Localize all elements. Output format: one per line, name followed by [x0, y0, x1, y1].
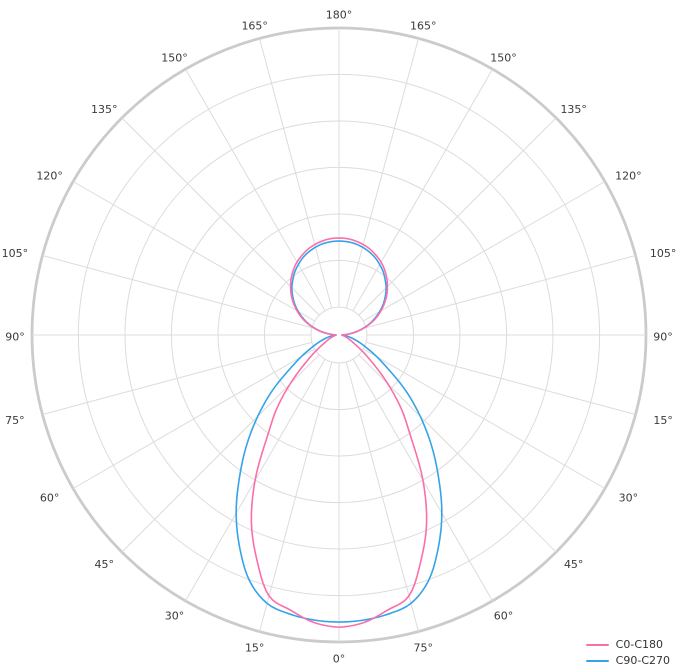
legend-item-c90-c270: C90-C270 — [585, 654, 670, 667]
angle-tick-label: 15° — [245, 642, 265, 655]
angle-tick-label: 150° — [161, 52, 188, 65]
angle-tick-label: 120° — [36, 170, 63, 183]
polar-grid-spoke — [72, 348, 316, 489]
legend-label-c90-c270: C90-C270 — [615, 654, 670, 667]
polar-grid-spoke — [365, 255, 636, 329]
legend: C0-C180 C90-C270 — [585, 638, 670, 667]
polar-grid-spoke — [121, 354, 320, 553]
angle-tick-label: 165° — [410, 20, 437, 33]
angle-tick-label: 120° — [615, 170, 642, 183]
polar-grid-spoke — [72, 181, 316, 322]
polar-grid-spoke — [365, 341, 636, 415]
angle-tick-label: 165° — [241, 20, 268, 33]
polar-grid-spoke — [185, 68, 326, 312]
angle-tick-label: 90° — [5, 331, 25, 344]
angle-tick-label: 150° — [490, 52, 517, 65]
angle-tick-label: 45° — [564, 558, 584, 571]
legend-swatch-c0-c180 — [585, 643, 609, 646]
polar-grid-spoke — [259, 38, 333, 309]
polar-grid-spoke — [121, 117, 320, 316]
polar-grid-spoke — [362, 348, 606, 489]
polar-grid-spoke — [345, 38, 419, 309]
angle-tick-label: 60° — [40, 492, 60, 505]
angle-tick-label: 60° — [494, 609, 514, 622]
polar-grid-spoke — [358, 117, 557, 316]
polar-grid-spoke — [42, 255, 313, 329]
legend-swatch-c90-c270 — [585, 659, 609, 662]
series-curve-c0-c180 — [250, 237, 428, 629]
polar-grid-spoke — [352, 68, 493, 312]
polar-grid-spoke — [358, 354, 557, 553]
polar-grid-ring — [310, 306, 368, 364]
angle-tick-label: 75° — [5, 414, 25, 427]
angle-tick-label: 75° — [414, 642, 434, 655]
angle-tick-label: 105° — [2, 247, 29, 260]
angle-tick-label: 90° — [653, 331, 673, 344]
polar-grid-spoke — [345, 361, 419, 632]
angle-tick-label: 15° — [653, 414, 673, 427]
angle-tick-label: 180° — [326, 9, 353, 22]
angle-tick-label: 135° — [560, 103, 587, 116]
legend-label-c0-c180: C0-C180 — [615, 638, 663, 651]
legend-item-c0-c180: C0-C180 — [585, 638, 670, 651]
angle-tick-label: 45° — [95, 558, 115, 571]
angle-tick-label: 30° — [619, 492, 639, 505]
polar-grid-spoke — [362, 181, 606, 322]
angle-tick-label: 0° — [333, 653, 346, 666]
series-curve-c90-c270 — [235, 240, 443, 623]
angle-tick-label: 135° — [91, 103, 118, 116]
polar-grid-spoke — [259, 361, 333, 632]
angle-tick-label: 105° — [650, 247, 677, 260]
angle-tick-label: 30° — [165, 609, 185, 622]
polar-grid-spoke — [42, 341, 313, 415]
